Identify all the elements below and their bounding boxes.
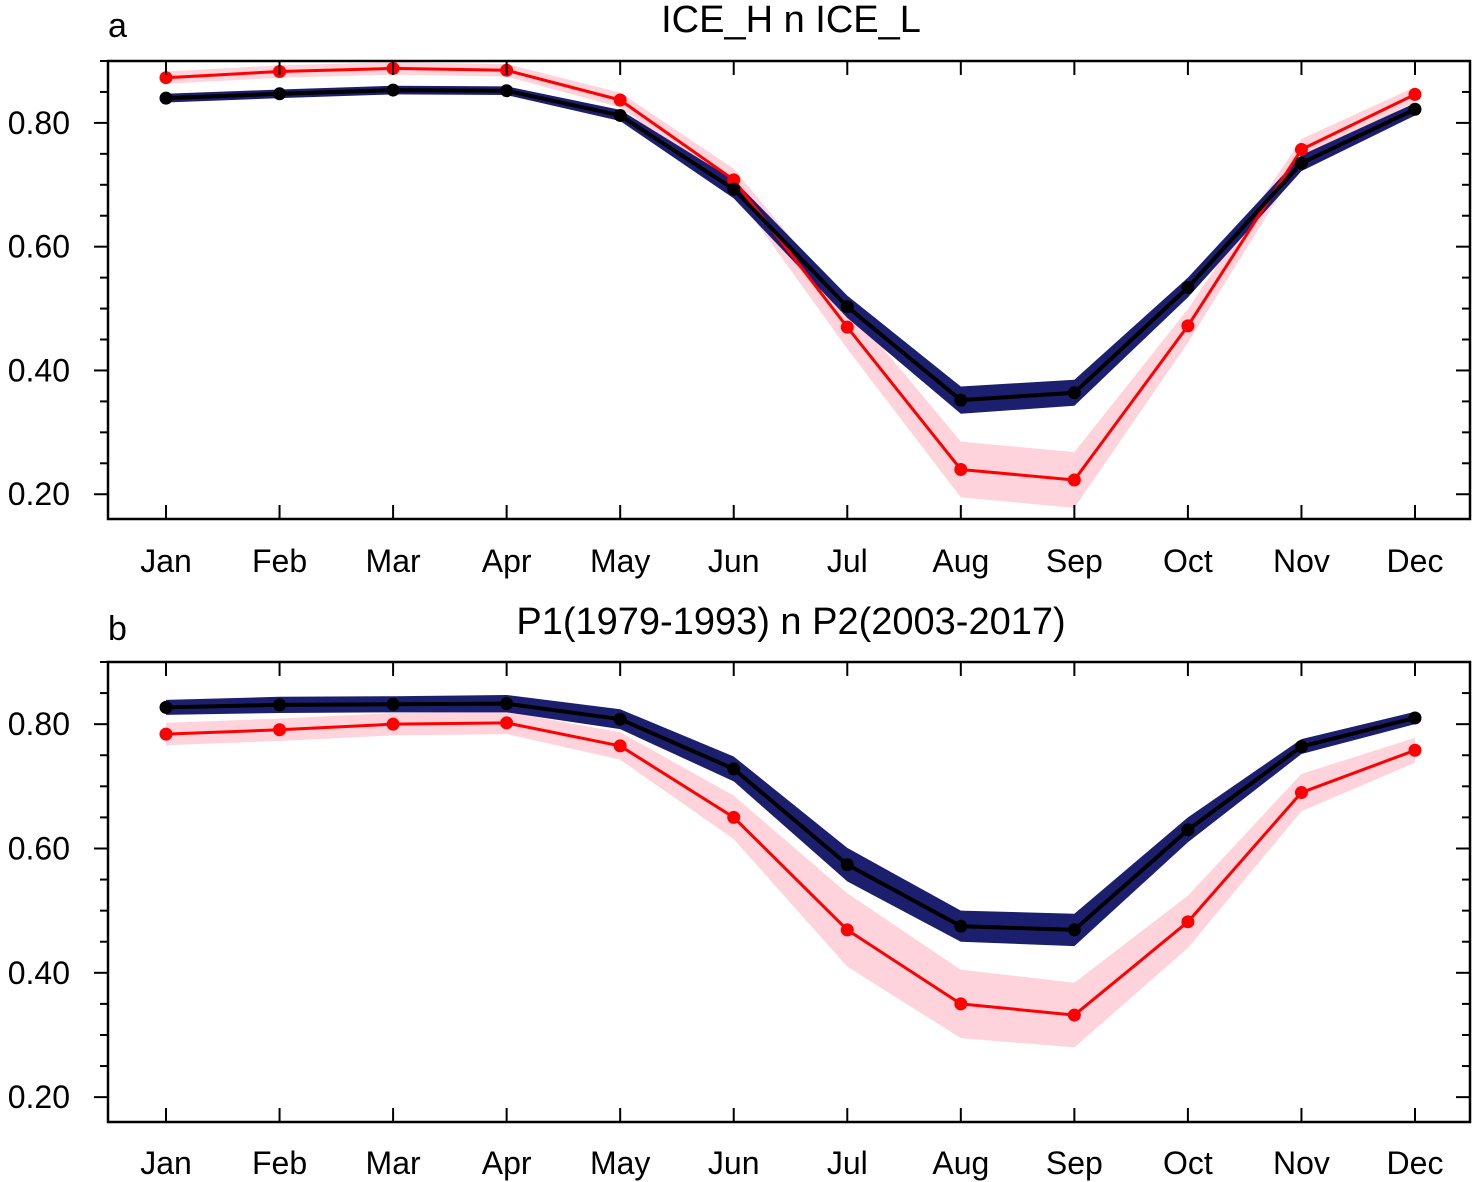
series-0-point-jul [840,923,854,937]
x-tick-label-oct: Oct [1163,543,1213,579]
x-tick-label-oct: Oct [1163,1145,1213,1181]
series-0-point-aug [954,462,968,476]
x-tick-label-apr: Apr [482,1145,532,1181]
series-1-point-jun [727,182,741,196]
x-tick-label-sep: Sep [1046,1145,1103,1181]
series-0-point-jun [727,810,741,824]
x-tick-label-nov: Nov [1273,1145,1330,1181]
y-tick-label: 0.80 [8,706,70,742]
series-0-point-jul [840,320,854,334]
x-tick-label-jan: Jan [140,1145,192,1181]
x-tick-label-mar: Mar [366,1145,421,1181]
series-1-point-oct [1181,281,1195,295]
series-1-point-sep [1067,923,1081,937]
series-0-point-may [613,739,627,753]
series-1-point-jul [840,300,854,314]
y-tick-label: 0.80 [8,105,70,141]
series-0-line [165,721,1416,1017]
series-0-point-dec [1408,743,1422,757]
plot-area [159,694,1422,1048]
series-0-uncertainty-band [166,62,1415,508]
x-tick-label-mar: Mar [366,543,421,579]
series-1-point-jan [159,91,173,105]
series-1-point-nov [1294,740,1308,754]
series-1-point-oct [1181,823,1195,837]
series-0-point-jan [159,71,173,85]
series-0-point-jan [159,727,173,741]
series-1-point-apr [500,697,514,711]
series-0-point-oct [1181,915,1195,929]
series-1-point-sep [1067,386,1081,400]
x-tick-label-feb: Feb [252,1145,307,1181]
series-0-point-sep [1067,473,1081,487]
x-tick-label-feb: Feb [252,543,307,579]
series-1-uncertainty-band [166,694,1415,947]
plot-area [159,61,1422,508]
series-0-point-aug [954,997,968,1011]
plot-frame [106,59,1472,521]
series-0-point-dec [1408,87,1422,101]
x-tick-label-dec: Dec [1387,1145,1444,1181]
x-tick-label-may: May [590,543,650,579]
series-0-point-sep [1067,1008,1081,1022]
x-tick-label-jun: Jun [708,1145,760,1181]
panel-b: b P1(1979-1993) n P2(2003-2017) 0.20 0.40 0.… [8,601,1472,1181]
series-1-point-apr [500,84,514,98]
series-1-point-jun [727,762,741,776]
y-tick-label: 0.40 [8,955,70,991]
panel-letter: a [108,7,127,45]
chart-title: P1(1979-1993) n P2(2003-2017) [516,601,1065,643]
x-tick-label-dec: Dec [1387,543,1444,579]
series-0-point-feb [273,723,287,737]
panel-a: a ICE_H n ICE_L 0.20 0.40 0.60 0.80 Jan Feb Mar A… [8,0,1472,579]
x-tick-label-jun: Jun [708,543,760,579]
series-0-point-jun [727,173,741,187]
series-0-point-nov [1294,143,1308,157]
y-tick-label: 0.20 [8,1079,70,1115]
series-1-point-nov [1294,156,1308,170]
y-tick-label: 0.20 [8,476,70,512]
series-0-point-may [613,93,627,107]
series-1-point-feb [273,87,287,101]
series-0-point-mar [386,717,400,731]
x-tick-label-sep: Sep [1046,543,1103,579]
series-1-point-mar [386,83,400,97]
series-1-point-jul [840,858,854,872]
x-tick-label-jan: Jan [140,543,192,579]
series-1-point-dec [1408,711,1422,725]
series-1-point-may [613,108,627,122]
series-0-point-apr [500,716,514,730]
series-0-point-oct [1181,319,1195,333]
series-0-line [165,66,1416,482]
x-tick-label-jul: Jul [827,1145,868,1181]
y-tick-label: 0.40 [8,352,70,388]
series-1-point-jan [159,700,173,714]
y-tick-label: 0.60 [8,229,70,265]
series-0-point-nov [1294,786,1308,800]
y-tick-label: 0.60 [8,830,70,866]
series-1-line [165,88,1416,403]
series-1-point-may [613,712,627,726]
panel-letter: b [108,610,127,648]
x-tick-label-jul: Jul [827,543,868,579]
x-tick-label-apr: Apr [482,543,532,579]
plot-frame [106,660,1472,1124]
x-tick-label-aug: Aug [932,543,989,579]
series-1-point-aug [954,393,968,407]
x-tick-label-aug: Aug [932,1145,989,1181]
series-1-point-feb [273,698,287,712]
chart-title: ICE_H n ICE_L [661,0,921,41]
x-tick-label-may: May [590,1145,650,1181]
series-1-point-mar [386,697,400,711]
series-0-uncertainty-band [166,711,1415,1048]
series-1-line [165,701,1416,932]
series-1-point-dec [1408,102,1422,116]
series-1-point-aug [954,919,968,933]
x-tick-label-nov: Nov [1273,543,1330,579]
